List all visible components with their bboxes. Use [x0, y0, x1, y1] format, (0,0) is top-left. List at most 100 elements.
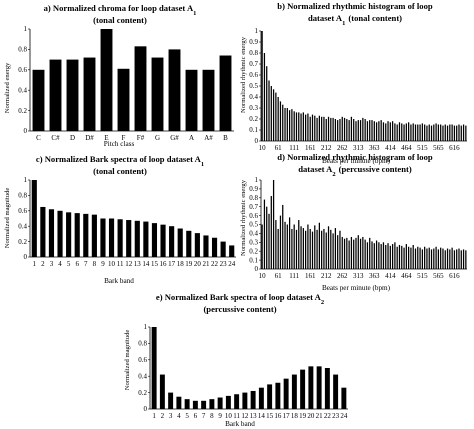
panel-c-bar — [177, 228, 183, 257]
panel-b-xtick-label: 565 — [433, 144, 444, 152]
panel-d-bar — [444, 250, 446, 269]
panel-b-bar — [366, 121, 369, 141]
panel-d-bar — [385, 244, 387, 269]
panel-b-bar — [373, 121, 375, 141]
panel-b-bar — [389, 122, 391, 141]
panel-b-ytick-label: 0.4 — [249, 93, 258, 101]
panel-c-chart: c) Normalized Bark spectra of loop datas… — [4, 154, 236, 285]
panel-a-title: a) Normalized chroma for loop dataset A1 — [44, 3, 197, 17]
panel-e-title-line2: (percussive content) — [203, 304, 276, 314]
panel-b-bar — [266, 66, 268, 141]
panel-b-bar — [263, 53, 266, 141]
panel-c-xtick-label: 10 — [108, 260, 116, 268]
panel-a-ytick-label: 1 — [24, 25, 28, 33]
panel-b-bar — [437, 124, 440, 141]
panel-d-xtick-label: 464 — [401, 272, 412, 280]
panel-a-bar — [219, 55, 232, 131]
panel-d-xtick-label: 313 — [353, 272, 364, 280]
panel-d-ytick-label: 0.3 — [249, 239, 258, 247]
panel-d-bar — [371, 241, 373, 269]
panel-c-xtick-label: 21 — [202, 260, 210, 268]
panel-d-bar — [426, 248, 428, 269]
panel-b-ytick-label: 1 — [255, 27, 259, 35]
panel-b-bar — [401, 123, 403, 141]
panel-d-bar — [318, 222, 320, 269]
panel-b-xtick-label: 161 — [305, 144, 316, 152]
panel-d-bar — [453, 250, 456, 269]
panel-b-bar — [341, 116, 343, 141]
panel-b-bar — [268, 80, 270, 141]
panel-b-bar — [385, 123, 387, 141]
panel-d-bar — [330, 229, 332, 269]
panel-c-xlabel: Bark band — [104, 277, 134, 285]
panel-c-bar — [117, 219, 123, 257]
panel-e-xtick-label: 5 — [185, 412, 189, 420]
panel-d-bar — [373, 243, 375, 269]
panel-b-ytick-label: 0.1 — [249, 126, 258, 134]
panel-d-bar — [430, 249, 433, 269]
panel-b-bar — [458, 124, 460, 141]
panel-c-xtick-label: 23 — [220, 260, 228, 268]
panel-e-bar — [234, 394, 240, 409]
panel-b-ytick-label: 0 — [255, 137, 259, 145]
panel-d-bar — [364, 239, 366, 269]
panel-b-title: b) Normalized rhythmic histogram of loop — [277, 1, 433, 11]
panel-b-bar — [412, 123, 414, 141]
panel-e-bar — [225, 395, 231, 409]
panel-c-xtick-label: 16 — [160, 260, 168, 268]
panel-c-xtick-label: 2 — [41, 260, 45, 268]
panel-b-bar — [375, 122, 378, 141]
panel-d-bar — [387, 243, 389, 269]
panel-c-bar — [151, 223, 158, 257]
panel-b-ytick-label: 0.5 — [249, 82, 258, 90]
panel-d-ytick-label: 0.1 — [249, 256, 258, 264]
panel-b-bar — [330, 117, 332, 141]
panel-e-ytick-label: 1 — [144, 323, 148, 331]
panel-d-bar — [346, 237, 348, 269]
panel-a-ytick-label: 0 — [24, 127, 28, 135]
panel-e-ytick-label: 0.6 — [138, 356, 147, 364]
panel-b-bar — [453, 125, 456, 141]
panel-a-xtick-label: E — [104, 134, 108, 142]
panel-d-bar — [403, 247, 405, 269]
panel-d-bar — [369, 237, 371, 269]
panel-c-xtick-label: 14 — [142, 260, 150, 268]
panel-e-xtick-label: 15 — [266, 412, 274, 420]
panel-d-bar — [451, 247, 453, 269]
panel-c-xtick-label: 13 — [134, 260, 142, 268]
panel-e-xtick-label: 1 — [152, 412, 156, 420]
panel-d-bar — [275, 220, 277, 269]
panel-b-bar — [421, 123, 423, 141]
panel-b-bar — [318, 115, 320, 141]
panel-e-xtick-label: 9 — [218, 412, 222, 420]
panel-e-xtick-label: 22 — [324, 412, 332, 420]
panel-b-bar — [359, 120, 362, 141]
panel-e-xtick-label: 18 — [291, 412, 299, 420]
panel-d-bar — [421, 249, 423, 269]
panel-c-bar — [74, 213, 80, 257]
panel-d-bar — [357, 235, 359, 269]
panel-b-bar — [323, 116, 325, 141]
panel-b-bar — [284, 108, 286, 141]
panel-d-ytick-label: 0.8 — [249, 194, 258, 202]
panel-d-bar — [270, 196, 272, 269]
panel-b-bar — [424, 124, 426, 141]
panel-e-ytick-label: 0.2 — [138, 389, 147, 397]
panel-a-xtick-label: A — [189, 134, 194, 142]
panel-b-bar — [302, 112, 304, 141]
panel-a-chart: a) Normalized chroma for loop dataset A1… — [4, 3, 234, 148]
panel-c-ytick-label: 1 — [24, 176, 28, 184]
panel-b-xtick-label: 515 — [417, 144, 428, 152]
panel-b-bar — [398, 122, 401, 141]
panel-d-xtick-label: 262 — [337, 272, 348, 280]
panel-b-ytick-label: 0.9 — [249, 38, 258, 46]
panel-b-bar — [282, 104, 284, 141]
panel-d-bar — [323, 228, 325, 269]
panel-d-bar — [339, 230, 341, 269]
panel-d-bar — [382, 242, 385, 269]
panel-c-bar — [40, 206, 46, 257]
panel-d-ylabel: Normalized rhythmic energy — [240, 179, 247, 256]
panel-e-xtick-label: 6 — [194, 412, 198, 420]
panel-c-xtick-label: 1 — [33, 260, 37, 268]
panel-d-bar — [268, 213, 270, 269]
